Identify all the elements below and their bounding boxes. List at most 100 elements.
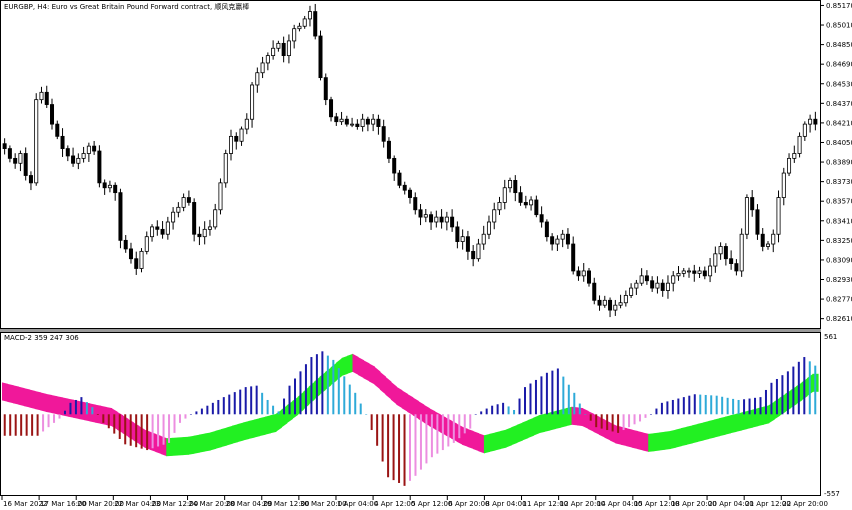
histogram-bar — [20, 414, 23, 436]
histogram-bar — [556, 368, 559, 415]
candle-body — [197, 233, 202, 238]
signal-segment — [215, 429, 222, 449]
candle-body — [128, 248, 133, 260]
candle-body — [344, 118, 349, 125]
macd-axis: 561 -557 — [824, 333, 840, 498]
histogram-bar — [304, 364, 307, 415]
histogram-bar — [102, 414, 105, 423]
histogram-bar — [365, 414, 368, 415]
candle-body — [755, 209, 760, 235]
candle-body — [618, 302, 623, 306]
histogram-bar — [272, 405, 275, 415]
histogram-bar — [628, 414, 631, 428]
histogram-bar — [474, 414, 477, 415]
time-tick-label: 22 Apr 20:00 — [782, 500, 828, 508]
signal-segment — [533, 415, 540, 436]
macd-tick-label: -557 — [824, 490, 840, 498]
signal-segment — [253, 418, 260, 438]
signal-segment — [697, 422, 704, 442]
candle-body — [434, 216, 439, 223]
signal-segment — [692, 423, 699, 444]
time-tick-label: 11 Apr 12:00 — [523, 500, 569, 508]
candle-body — [576, 270, 581, 277]
candle-body — [797, 135, 802, 154]
histogram-bar — [9, 414, 12, 436]
histogram-bar — [403, 414, 406, 486]
histogram-bar — [584, 414, 587, 415]
signal-segment — [56, 396, 63, 416]
candle-body — [455, 226, 460, 242]
histogram-bar — [578, 403, 581, 415]
time-tick-label: 12 Apr 20:00 — [560, 500, 606, 508]
candle-body — [692, 270, 697, 274]
candle-body — [307, 11, 312, 20]
histogram-bar — [321, 351, 324, 415]
histogram-bar — [217, 399, 220, 415]
signal-segment — [702, 421, 710, 441]
signal-segment — [412, 397, 419, 419]
time-tick-label: 16 Mar 2022 — [3, 500, 47, 508]
histogram-bar — [699, 394, 702, 415]
candle-body — [39, 91, 44, 101]
time-tick-label: 4 Apr 12:00 — [374, 500, 415, 508]
time-tick-label: 24 Mar 20:00 — [189, 500, 236, 508]
histogram-bar — [622, 414, 625, 431]
signal-segment — [34, 390, 41, 411]
candle-body — [386, 140, 391, 159]
signal-segment — [29, 389, 36, 409]
histogram-bar — [545, 372, 548, 415]
histogram-bar — [595, 414, 598, 428]
candle-body — [381, 126, 386, 142]
histogram-bar — [452, 414, 455, 443]
candle-body — [744, 197, 749, 235]
signal-segment — [18, 386, 25, 407]
histogram-bar — [299, 371, 302, 415]
candle-body — [223, 153, 228, 184]
candle-body — [687, 270, 692, 273]
time-tick-label: 8 Apr 04:00 — [485, 500, 526, 508]
candle-body — [697, 270, 702, 274]
histogram-bar — [376, 414, 379, 446]
candle-body — [813, 118, 818, 125]
main-chart-frame — [0, 0, 821, 329]
candle-body — [102, 182, 107, 189]
histogram-bar — [42, 414, 45, 432]
signal-segment — [681, 426, 688, 447]
histogram-bar — [693, 394, 696, 415]
histogram-bar — [91, 407, 94, 415]
histogram-bar — [677, 398, 680, 415]
signal-segment — [226, 425, 233, 446]
candle-body — [602, 299, 607, 306]
signal-segment — [264, 415, 271, 435]
histogram-bar — [611, 414, 614, 432]
signal-segment — [204, 432, 211, 452]
signal-segment — [730, 413, 737, 434]
time-tick-label: 5 Apr 12:00 — [411, 500, 452, 508]
candle-body — [634, 282, 639, 289]
candle-body — [508, 180, 513, 189]
histogram-bar — [748, 398, 751, 415]
signal-segment — [478, 433, 485, 454]
signal-segment — [719, 416, 726, 437]
histogram-bar — [47, 414, 50, 428]
candle-body — [92, 145, 97, 152]
signal-segment — [494, 431, 501, 451]
histogram-bar — [25, 414, 28, 436]
signal-segment — [166, 437, 173, 457]
histogram-bar — [617, 414, 620, 433]
histogram-bar — [315, 354, 318, 415]
candle-body — [134, 258, 139, 269]
histogram-bar — [644, 414, 647, 418]
candle-body — [155, 226, 160, 230]
signal-segment — [221, 427, 228, 448]
histogram-bar — [200, 408, 203, 415]
histogram-bar — [469, 414, 472, 429]
candle-body — [186, 197, 191, 203]
signal-segment — [385, 376, 392, 400]
histogram-bar — [255, 385, 258, 415]
histogram-bar — [589, 414, 592, 421]
candle-body — [402, 184, 407, 191]
